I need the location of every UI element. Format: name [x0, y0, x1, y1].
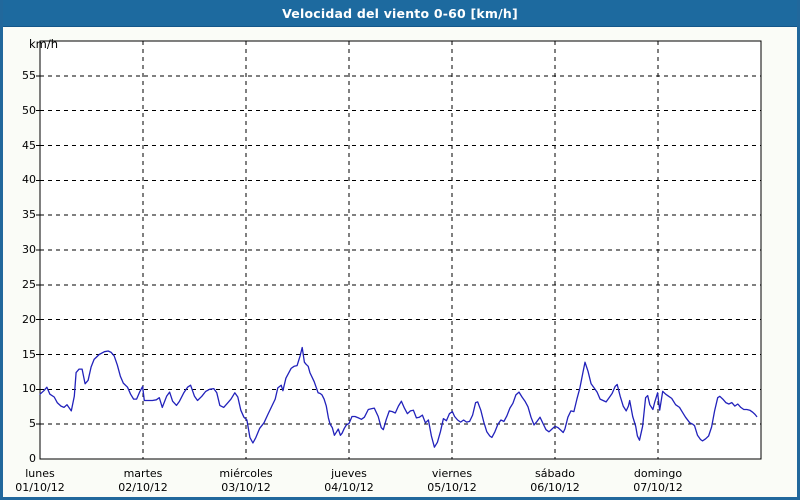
window-titlebar: Velocidad del viento 0-60 [km/h]: [3, 0, 797, 27]
wind-speed-line: [39, 346, 758, 448]
window-title: Velocidad del viento 0-60 [km/h]: [282, 5, 518, 21]
